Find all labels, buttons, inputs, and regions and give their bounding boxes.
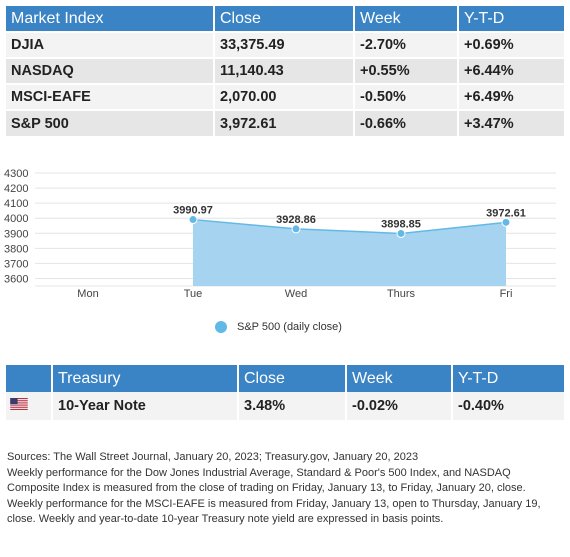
- y-tick-label: 4100: [4, 198, 28, 210]
- index-name: DJIA: [6, 31, 215, 58]
- us-flag-icon: [10, 398, 28, 410]
- legend-marker-icon: [215, 321, 227, 333]
- x-tick-label: Fri: [500, 288, 513, 300]
- data-point: [501, 217, 511, 227]
- data-point: [291, 224, 301, 234]
- sp500-area-chart: 4300 4200 4100 4000 3900 3800 3700 3600 3990.97 3…: [4, 168, 556, 300]
- legend-label: S&P 500 (daily close): [237, 321, 342, 333]
- index-ytd: +0.69%: [458, 31, 564, 58]
- table-row: S&P 500 3,972.61 -0.66% +3.47%: [6, 109, 564, 136]
- data-label: 3898.85: [381, 218, 421, 230]
- header-market-index: Market Index: [6, 6, 215, 32]
- market-index-table: Market Index Close Week Y-T-D DJIA 33,37…: [6, 6, 564, 136]
- methodology-note: Weekly performance for the Dow Jones Ind…: [7, 466, 541, 526]
- y-tick-label: 3700: [4, 258, 28, 270]
- index-ytd: +6.49%: [458, 83, 564, 110]
- header-close: Close: [238, 365, 347, 392]
- treasury-close: 3.48%: [238, 392, 347, 420]
- y-tick-label: 4000: [4, 213, 28, 225]
- data-point: [188, 215, 198, 225]
- index-week: -0.50%: [354, 83, 459, 110]
- header-close: Close: [214, 6, 355, 32]
- index-name: S&P 500: [6, 109, 215, 136]
- index-ytd: +6.44%: [458, 57, 564, 84]
- index-close: 11,140.43: [214, 57, 355, 84]
- index-week: -2.70%: [354, 31, 459, 58]
- data-label: 3972.61: [486, 207, 526, 219]
- x-tick-label: Tue: [184, 288, 203, 300]
- index-name: MSCI-EAFE: [6, 83, 215, 110]
- treasury-week: -0.02%: [346, 392, 453, 420]
- y-tick-label: 3600: [4, 273, 28, 285]
- treasury-name: 10-Year Note: [52, 392, 239, 420]
- data-point: [396, 228, 406, 238]
- header-ytd: Y-T-D: [452, 365, 564, 392]
- footnotes: Sources: The Wall Street Journal, Januar…: [7, 450, 563, 528]
- index-name: NASDAQ: [6, 57, 215, 84]
- index-close: 3,972.61: [214, 109, 355, 136]
- index-ytd: +3.47%: [458, 109, 564, 136]
- index-close: 2,070.00: [214, 83, 355, 110]
- x-tick-label: Wed: [285, 288, 307, 300]
- x-tick-label: Mon: [77, 288, 98, 300]
- market-table-header: Market Index Close Week Y-T-D: [6, 6, 564, 32]
- treasury-table: Treasury Close Week Y-T-D 10-Year Note 3…: [6, 365, 564, 420]
- treasury-ytd: -0.40%: [452, 392, 564, 420]
- index-week: -0.66%: [354, 109, 459, 136]
- y-tick-label: 4300: [4, 168, 28, 180]
- header-week: Week: [354, 6, 459, 32]
- header-flag-spacer: [6, 365, 53, 392]
- area-fill: [193, 219, 506, 286]
- chart-legend: S&P 500 (daily close): [215, 321, 342, 333]
- index-week: +0.55%: [354, 57, 459, 84]
- data-label: 3928.86: [276, 214, 316, 226]
- table-row: DJIA 33,375.49 -2.70% +0.69%: [6, 31, 564, 58]
- y-tick-label: 3800: [4, 243, 28, 255]
- treasury-table-header: Treasury Close Week Y-T-D: [6, 365, 564, 392]
- table-row: NASDAQ 11,140.43 +0.55% +6.44%: [6, 57, 564, 84]
- sources-note: Sources: The Wall Street Journal, Januar…: [7, 451, 419, 463]
- x-tick-label: Thurs: [387, 288, 416, 300]
- header-ytd: Y-T-D: [458, 6, 564, 32]
- header-treasury: Treasury: [52, 365, 239, 392]
- table-row: MSCI-EAFE 2,070.00 -0.50% +6.49%: [6, 83, 564, 110]
- index-close: 33,375.49: [214, 31, 355, 58]
- y-tick-label: 3900: [4, 228, 28, 240]
- table-row: 10-Year Note 3.48% -0.02% -0.40%: [6, 392, 564, 420]
- y-tick-label: 4200: [4, 183, 28, 195]
- header-week: Week: [346, 365, 453, 392]
- series-line: [192, 218, 507, 235]
- data-label: 3990.97: [173, 205, 213, 217]
